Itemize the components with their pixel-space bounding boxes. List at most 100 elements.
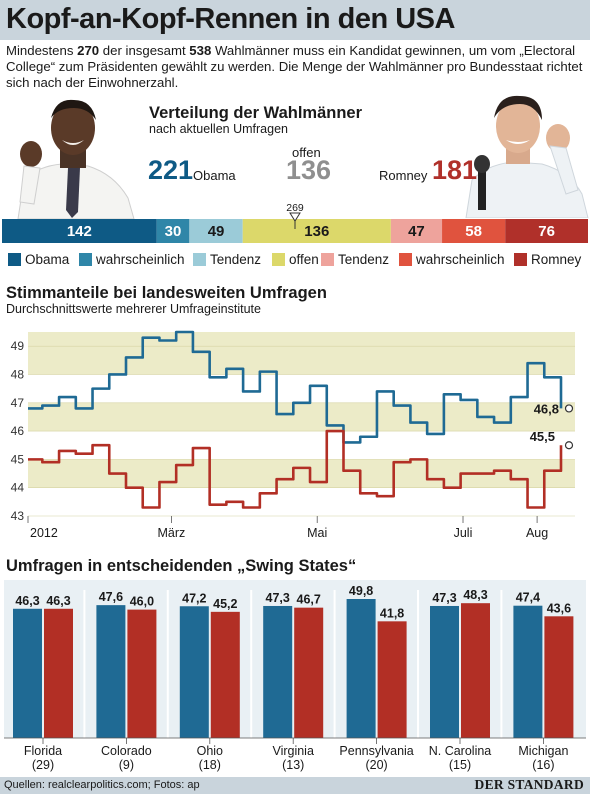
- romney-photo: [465, 95, 589, 218]
- elector-segment: [505, 219, 588, 243]
- grid-band: [28, 346, 575, 375]
- elector-bar: 142 30 49 136 47 58 76 269: [2, 202, 588, 243]
- bar-value-label: 43,6: [547, 601, 571, 615]
- elector-segment-label: 58: [465, 223, 482, 240]
- national-title: Stimmanteile bei landesweiten Umfragen: [6, 284, 327, 302]
- obama-bar: [513, 605, 543, 738]
- romney-total-label: Romney: [379, 168, 428, 183]
- category-label: Virginia: [272, 744, 314, 758]
- x-tick-label: Mai: [307, 526, 327, 540]
- bar-value-label: 47,6: [99, 590, 123, 604]
- publisher-logo: DER STANDARD: [474, 777, 584, 792]
- y-tick-label: 44: [11, 481, 25, 495]
- y-tick-label: 47: [11, 396, 25, 410]
- bar-value-label: 47,2: [182, 591, 206, 605]
- legend-item: wahrscheinlich: [399, 252, 505, 267]
- electors-subtitle: nach aktuellen Umfragen: [149, 122, 288, 136]
- page-title: Kopf-an-Kopf-Rennen in den USA: [6, 3, 455, 35]
- legend-item: offen: [272, 252, 319, 267]
- open-total: 136: [286, 155, 332, 185]
- category-sublabel: (29): [32, 758, 54, 772]
- x-tick-label: 2012: [30, 526, 58, 540]
- category-label: N. Carolina: [429, 744, 492, 758]
- obama-bar: [263, 605, 293, 738]
- obama-line: [28, 330, 563, 444]
- y-tick-label: 49: [11, 339, 25, 353]
- bar-value-label: 46,0: [130, 595, 154, 609]
- romney-line: [28, 429, 563, 509]
- bar-value-label: 46,3: [46, 594, 70, 608]
- legend-item: Obama: [8, 252, 69, 267]
- elector-segment-label: 47: [408, 223, 425, 240]
- obama-end-label: 46,8: [534, 401, 559, 416]
- bar-value-label: 47,3: [432, 591, 456, 605]
- intro-number-538: 538: [189, 43, 212, 58]
- bar-value-label: 46,3: [15, 594, 39, 608]
- source-note: Quellen: realclearpolitics.com; Fotos: a…: [4, 779, 200, 791]
- romney-total: 181: [432, 155, 478, 185]
- intro-part: der insgesamt: [99, 43, 190, 58]
- intro-part: Mindestens: [6, 43, 78, 58]
- romney-end-marker: [564, 441, 574, 450]
- category-sublabel: (18): [199, 758, 221, 772]
- legend-swatch: [8, 253, 21, 266]
- elector-legend: Obama wahrscheinlich Tendenz offen Tendenz wa…: [4, 252, 588, 272]
- legend-item: Tendenz: [193, 252, 261, 267]
- obama-bar: [346, 599, 376, 738]
- bar-value-label: 49,8: [349, 584, 373, 598]
- category-label: Florida: [24, 744, 62, 758]
- romney-end-label: 45,5: [530, 429, 555, 444]
- x-tick-label: März: [158, 526, 186, 540]
- bar-value-label: 48,3: [463, 588, 487, 602]
- obama-bar: [430, 605, 459, 738]
- legend-label: Romney: [531, 252, 582, 267]
- legend-swatch: [514, 253, 527, 266]
- legend-label: Tendenz: [338, 252, 390, 267]
- romney-bar: [210, 611, 240, 738]
- intro-part: Wahlmänner muss ein Kandidat gewinnen, u…: [6, 43, 583, 90]
- elector-segment-label: 136: [304, 223, 329, 240]
- legend-label: offen: [289, 252, 319, 267]
- elector-segment: [442, 219, 506, 243]
- intro-text: Mindestens 270 der insgesamt 538 Wahlmän…: [6, 43, 586, 91]
- romney-bar: [544, 616, 574, 738]
- romney-bar: [461, 603, 490, 738]
- category-sublabel: (15): [449, 758, 471, 772]
- bar-value-label: 46,7: [297, 593, 321, 607]
- category-sublabel: (20): [365, 758, 387, 772]
- open-label: offen: [292, 145, 321, 160]
- legend-swatch: [399, 253, 412, 266]
- category-label: Colorado: [101, 744, 152, 758]
- legend-label: wahrscheinlich: [96, 252, 185, 267]
- header-bar: Kopf-an-Kopf-Rennen in den USA: [0, 0, 590, 40]
- elector-segment-label: 142: [67, 223, 92, 240]
- elector-segment-label: 76: [538, 223, 555, 240]
- obama-bar: [179, 606, 209, 738]
- y-tick-label: 46: [11, 424, 25, 438]
- national-subtitle: Durchschnittswerte mehrerer Umfrageinsti…: [6, 302, 261, 316]
- legend-item: wahrscheinlich: [79, 252, 185, 267]
- legend-swatch: [79, 253, 92, 266]
- legend-label: wahrscheinlich: [416, 252, 505, 267]
- elector-segment: [156, 219, 190, 243]
- category-label: Pennsylvania: [339, 744, 413, 758]
- category-sublabel: (9): [119, 758, 134, 772]
- electors-title: Verteilung der Wahlmänner: [149, 104, 363, 122]
- obama-total-label: Obama: [193, 168, 236, 183]
- obama-bar: [96, 605, 126, 738]
- category-sublabel: (13): [282, 758, 304, 772]
- national-line-chart: 43 44 45 46 47 48 49 46,8 45,5 2012 März Mai Juli Aug: [11, 330, 575, 540]
- elector-segment: [2, 219, 157, 243]
- elector-segment-label: 49: [208, 223, 225, 240]
- elector-segment: [189, 219, 243, 243]
- bar-value-label: 45,2: [213, 597, 237, 611]
- y-tick-label: 48: [11, 367, 25, 381]
- category-sublabel: (16): [532, 758, 554, 772]
- legend-swatch: [272, 253, 285, 266]
- swing-bar-chart: 46,3 46,3 Florida(29) 47,6 46,0 Colorado(9) 47…: [4, 580, 586, 772]
- intro-number-270: 270: [77, 43, 100, 58]
- obama-total: 221: [148, 155, 194, 185]
- romney-bar: [377, 621, 407, 738]
- romney-bar: [294, 607, 324, 738]
- romney-bar: [44, 608, 73, 738]
